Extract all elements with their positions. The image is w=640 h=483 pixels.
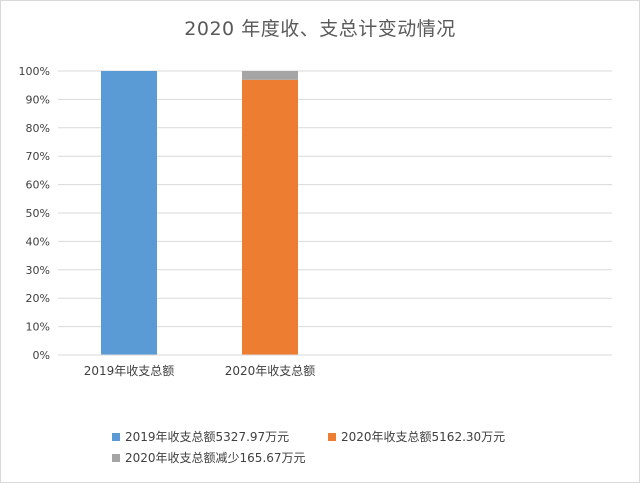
bars: [101, 71, 298, 355]
y-tick-label: 100%: [19, 65, 50, 78]
y-tick-label: 30%: [26, 264, 50, 277]
bar-segment-1-1: [101, 71, 157, 355]
legend-label-2020: 2020年收支总额5162.30万元: [341, 430, 506, 444]
x-tick-label: 2020年收支总额: [225, 364, 316, 378]
y-tick-label: 70%: [26, 150, 50, 163]
y-tick-label: 20%: [26, 292, 50, 305]
bar-segment-3-2: [242, 71, 298, 80]
y-tick-label: 10%: [26, 321, 50, 334]
legend-item-2020: 2020年收支总额5162.30万元: [328, 428, 505, 445]
legend-label-2019: 2019年收支总额5327.97万元: [125, 430, 290, 444]
legend-item-decrease: 2020年收支总额减少165.67万元: [112, 449, 306, 466]
legend-swatch-decrease: [112, 453, 120, 462]
y-tick-label: 40%: [26, 235, 50, 248]
chart-title: 2020 年度收、支总计变动情况: [184, 18, 456, 40]
y-axis-ticks: 0% 10% 20% 30% 40% 50% 60% 70% 80% 90% 100%: [19, 65, 50, 362]
legend-item-2019: 2019年收支总额5327.97万元: [112, 428, 289, 445]
legend-swatch-2019: [112, 432, 120, 441]
y-tick-label: 90%: [26, 93, 50, 106]
legend-label-decrease: 2020年收支总额减少165.67万元: [125, 451, 306, 465]
legend-swatch-2020: [328, 432, 336, 441]
y-tick-label: 80%: [26, 122, 50, 135]
x-tick-label: 2019年收支总额: [84, 364, 175, 378]
y-tick-label: 60%: [26, 179, 50, 192]
x-axis-ticks: 2019年收支总额 2020年收支总额: [84, 364, 316, 378]
bar-segment-2-2: [242, 79, 298, 355]
y-tick-label: 0%: [33, 349, 50, 362]
y-tick-label: 50%: [26, 207, 50, 220]
